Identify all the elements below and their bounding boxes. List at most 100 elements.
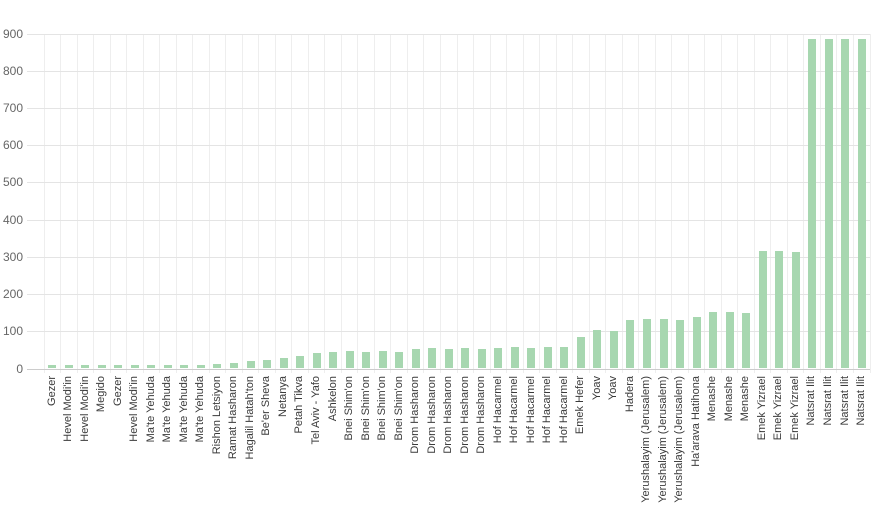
x-tick-cell: Bnei Shim'on	[341, 376, 358, 530]
x-tick-label: Natsrat Ilit	[805, 376, 818, 426]
bar[interactable]	[428, 348, 437, 368]
x-tick-cell: Bnei Shim'on	[358, 376, 375, 530]
bar[interactable]	[130, 365, 139, 368]
x-tick-cell: Menashe	[721, 376, 738, 530]
bar[interactable]	[296, 355, 305, 368]
v-gridline	[60, 34, 62, 373]
bar[interactable]	[48, 365, 57, 368]
bar[interactable]	[163, 365, 172, 368]
bar[interactable]	[229, 362, 238, 368]
x-tick-cell: Megido	[94, 376, 111, 530]
bar[interactable]	[791, 251, 800, 368]
bar[interactable]	[626, 320, 635, 368]
bar[interactable]	[609, 330, 618, 368]
v-gridline	[43, 34, 45, 373]
bar[interactable]	[345, 351, 354, 368]
v-gridline	[439, 34, 441, 373]
bar[interactable]	[461, 348, 470, 368]
x-tick-label: Yerushalayim (Jerusalem)	[656, 376, 669, 503]
bar[interactable]	[180, 365, 189, 368]
bar[interactable]	[246, 361, 255, 368]
bar[interactable]	[742, 312, 751, 368]
v-gridline	[770, 34, 772, 373]
x-tick-cell: Hagalil Hatah'ton	[242, 376, 259, 530]
x-tick-label: Megido	[95, 376, 108, 413]
bar[interactable]	[510, 347, 519, 368]
bar[interactable]	[312, 353, 321, 368]
h-gridline	[27, 107, 870, 109]
bar[interactable]	[758, 251, 767, 368]
y-tick-label: 600	[2, 138, 23, 153]
v-gridline	[340, 34, 342, 373]
x-tick-label: Ma'te Yehuda	[161, 376, 174, 443]
bar[interactable]	[378, 351, 387, 368]
bar[interactable]	[477, 349, 486, 368]
x-tick-label: Bnei Shim'on	[343, 376, 356, 441]
x-tick-cell: Hof Hacarmel	[556, 376, 573, 530]
bar[interactable]	[593, 330, 602, 368]
bar[interactable]	[725, 312, 734, 368]
v-gridline	[836, 34, 838, 373]
bar[interactable]	[395, 352, 404, 368]
x-tick-cell: Ramat Hasharon	[226, 376, 243, 530]
bar[interactable]	[642, 319, 651, 368]
x-tick-label: Ramat Hasharon	[227, 376, 240, 460]
x-tick-label: Yerushalayim (Jerusalem)	[673, 376, 686, 503]
bar[interactable]	[527, 347, 536, 368]
plot-area	[27, 33, 871, 373]
x-tick-label: Hevel Modi'in	[128, 376, 141, 442]
bar[interactable]	[411, 348, 420, 368]
v-gridline	[258, 34, 260, 373]
bar[interactable]	[775, 251, 784, 368]
bar[interactable]	[444, 348, 453, 368]
x-tick-cell: Menashe	[738, 376, 755, 530]
v-gridline	[456, 34, 458, 373]
bar[interactable]	[97, 365, 106, 368]
bar[interactable]	[64, 365, 73, 368]
v-gridline	[605, 34, 607, 373]
bar[interactable]	[676, 319, 685, 368]
bar[interactable]	[824, 38, 833, 368]
v-gridline	[291, 34, 293, 373]
bar[interactable]	[692, 317, 701, 368]
bar[interactable]	[494, 347, 503, 368]
x-tick-label: Bnei Shim'on	[376, 376, 389, 441]
x-tick-label: Drom Hasharon	[409, 376, 422, 454]
x-tick-cell: Tel Aviv - Yafo	[308, 376, 325, 530]
x-tick-label: Petah Tikva	[293, 376, 306, 434]
x-tick-cell: Natsrat Ilit	[820, 376, 837, 530]
bar[interactable]	[263, 359, 272, 368]
y-tick-label: 500	[2, 175, 23, 190]
x-tick-cell: Emek Hefer	[573, 376, 590, 530]
bar[interactable]	[659, 319, 668, 368]
bar[interactable]	[213, 363, 222, 368]
bar[interactable]	[808, 38, 817, 368]
bar[interactable]	[543, 347, 552, 368]
h-gridline	[27, 70, 870, 72]
y-tick-label: 700	[2, 100, 23, 115]
v-gridline	[142, 34, 144, 373]
v-gridline	[720, 34, 722, 373]
x-tick-cell: Natsrat Ilit	[853, 376, 870, 530]
bar[interactable]	[857, 38, 866, 368]
h-gridline	[27, 256, 870, 258]
v-gridline	[357, 34, 359, 373]
x-axis-labels: Gezer Hevel Modi'in Hevel Modi'in Megido Gez…	[44, 376, 870, 530]
bar[interactable]	[709, 312, 718, 368]
bar[interactable]	[560, 346, 569, 368]
x-tick-cell: Drom Hasharon	[457, 376, 474, 530]
bar[interactable]	[841, 38, 850, 368]
x-tick-label: Ma'te Yehuda	[194, 376, 207, 443]
bar[interactable]	[279, 357, 288, 368]
y-tick-label: 800	[2, 63, 23, 78]
v-gridline	[654, 34, 656, 373]
bar[interactable]	[362, 351, 371, 368]
x-tick-label: Emek Hefer	[574, 376, 587, 435]
bar[interactable]	[329, 352, 338, 368]
bar[interactable]	[81, 365, 90, 368]
bar[interactable]	[576, 337, 585, 368]
x-tick-cell: Hevel Modi'in	[77, 376, 94, 530]
bar[interactable]	[196, 365, 205, 368]
bar[interactable]	[114, 365, 123, 368]
bar[interactable]	[147, 365, 156, 368]
